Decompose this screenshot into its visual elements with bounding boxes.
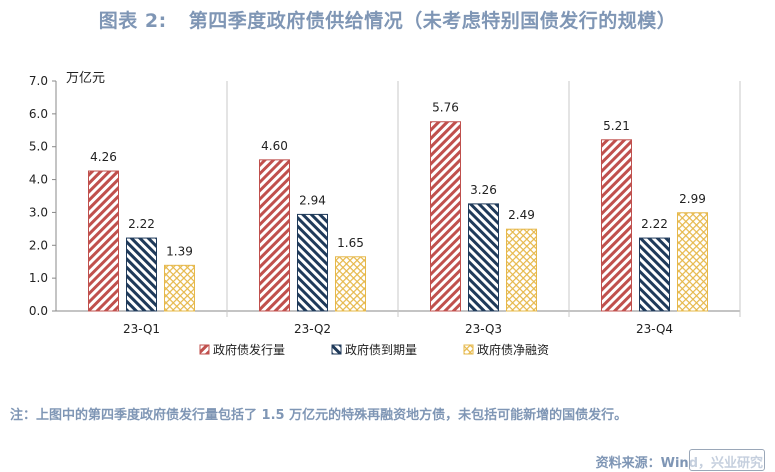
data-label: 2.49 bbox=[508, 208, 535, 222]
legend-label: 政府债发行量 bbox=[213, 342, 285, 357]
data-label: 5.76 bbox=[432, 101, 459, 115]
figure-title: 第四季度政府债供给情况（未考虑特别国债发行的规模） bbox=[188, 10, 677, 32]
y-tick-label: 2.0 bbox=[29, 238, 48, 252]
chart-title: 图表 2: 第四季度政府债供给情况（未考虑特别国债发行的规模） bbox=[0, 6, 775, 33]
data-label: 5.21 bbox=[603, 119, 630, 133]
bar-1 bbox=[259, 159, 290, 312]
data-label: 2.22 bbox=[641, 217, 668, 231]
watermark-logo bbox=[689, 449, 765, 471]
data-label: 4.60 bbox=[261, 139, 288, 153]
legend-label: 政府债净融资 bbox=[477, 342, 549, 357]
bar-1 bbox=[601, 139, 632, 312]
bar-3 bbox=[677, 212, 708, 312]
y-tick-label: 6.0 bbox=[29, 107, 48, 121]
x-tick-label: 23-Q4 bbox=[636, 322, 673, 336]
bar-3 bbox=[506, 228, 537, 312]
data-label: 2.94 bbox=[299, 193, 326, 207]
x-tick-label: 23-Q2 bbox=[294, 322, 331, 336]
data-label: 1.39 bbox=[166, 244, 193, 258]
y-tick-label: 3.0 bbox=[29, 205, 48, 219]
bar-2 bbox=[126, 237, 157, 312]
bar-chart: 万亿元 0.0 1.0 2.0 3.0 4.0 5.0 6.0 7.0 23-Q1 23-Q2 23… bbox=[29, 71, 741, 357]
bar-1 bbox=[430, 121, 461, 312]
data-label: 2.99 bbox=[679, 192, 706, 206]
bar-1 bbox=[88, 170, 119, 312]
bar-2 bbox=[468, 203, 499, 312]
legend-swatch bbox=[463, 344, 474, 355]
y-tick-label: 7.0 bbox=[29, 74, 48, 88]
y-tick-label: 5.0 bbox=[29, 140, 48, 154]
legend-label: 政府债到期量 bbox=[345, 342, 417, 357]
y-tick-label: 1.0 bbox=[29, 271, 48, 285]
figure-label: 图表 2: bbox=[98, 10, 167, 32]
bar-3 bbox=[335, 256, 366, 312]
data-label: 1.65 bbox=[337, 236, 364, 250]
chart-note: 注：上图中的第四季度政府债发行量包括了 1.5 万亿元的特殊再融资地方债，未包括… bbox=[10, 408, 628, 423]
x-tick-label: 23-Q3 bbox=[465, 322, 502, 336]
bar-2 bbox=[297, 213, 328, 312]
y-tick-label: 0.0 bbox=[29, 304, 48, 318]
data-label: 3.26 bbox=[470, 183, 497, 197]
bar-3 bbox=[164, 264, 195, 312]
legend-swatch bbox=[199, 344, 210, 355]
data-label: 2.22 bbox=[128, 217, 155, 231]
x-tick-label: 23-Q1 bbox=[123, 322, 160, 336]
bar-2 bbox=[639, 237, 670, 312]
legend-swatch bbox=[331, 344, 342, 355]
data-label: 4.26 bbox=[90, 150, 117, 164]
y-tick-label: 4.0 bbox=[29, 173, 48, 187]
source-line: 资料来源：Wind，兴业研究 bbox=[596, 449, 765, 471]
y-unit-label: 万亿元 bbox=[66, 71, 105, 86]
